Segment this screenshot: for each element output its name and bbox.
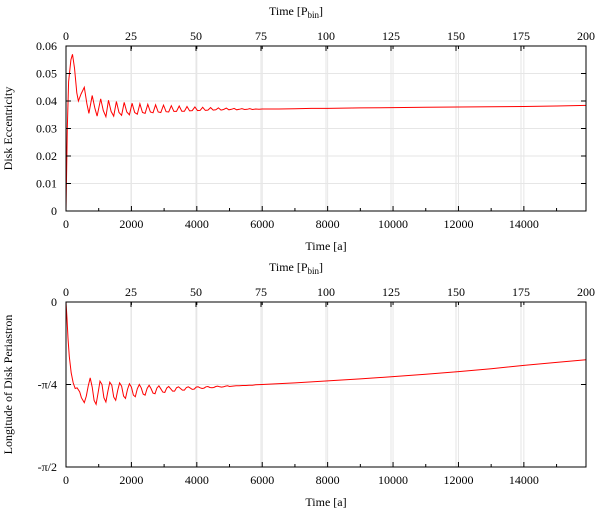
eccentricity-x2tick-label-0: 0 [63, 29, 69, 43]
periastron-x2tick-label-50: 50 [190, 285, 202, 299]
eccentricity-grid [66, 46, 586, 211]
periastron-x2tick-label-200: 200 [577, 285, 595, 299]
periastron-xtick-label-10000: 10000 [378, 473, 408, 487]
eccentricity-xtick-label-10000: 10000 [378, 217, 408, 231]
eccentricity-x2tick-label-200: 200 [577, 29, 595, 43]
periastron-ytick-label-2: -π/2 [38, 460, 57, 474]
eccentricity-y-axis-label: Disk Eccentricity [1, 87, 15, 171]
periastron-x2tick-label-25: 25 [125, 285, 137, 299]
eccentricity-ytick-label-1: 0.01 [36, 177, 57, 191]
periastron-xtick-label-6000: 6000 [250, 473, 274, 487]
eccentricity-xtick-label-4000: 4000 [185, 217, 209, 231]
eccentricity-x-axis-label: Time [a] [305, 239, 346, 253]
eccentricity-xtick-label-8000: 8000 [316, 217, 340, 231]
periastron-xtick-label-12000: 12000 [443, 473, 473, 487]
eccentricity-xtick-label-0: 0 [63, 217, 69, 231]
periastron-xtick-label-2000: 2000 [119, 473, 143, 487]
eccentricity-series-line [65, 54, 587, 212]
eccentricity-top-axis-label: Time [Pbin] [269, 4, 323, 20]
periastron-x2tick-label-175: 175 [512, 285, 530, 299]
periastron-x2tick-label-0: 0 [63, 285, 69, 299]
periastron-xtick-label-14000: 14000 [509, 473, 539, 487]
eccentricity-ytick-label-5: 0.05 [36, 67, 57, 81]
eccentricity-x2tick-label-150: 150 [447, 29, 465, 43]
periastron-xtick-label-4000: 4000 [185, 473, 209, 487]
periastron-top-axis-label: Time [Pbin] [269, 260, 323, 276]
eccentricity-ytick-label-2: 0.02 [36, 149, 57, 163]
eccentricity-ytick-label-3: 0.03 [36, 122, 57, 136]
periastron-y-axis-label: Longitude of Disk Periastron [1, 315, 15, 455]
eccentricity-x2tick-label-75: 75 [255, 29, 267, 43]
eccentricity-x2tick-label-125: 125 [382, 29, 400, 43]
periastron-xtick-label-0: 0 [63, 473, 69, 487]
periastron-xtick-label-8000: 8000 [316, 473, 340, 487]
eccentricity-x2tick-label-100: 100 [317, 29, 335, 43]
eccentricity-ytick-label-6: 0.06 [36, 39, 57, 53]
eccentricity-ytick-label-4: 0.04 [36, 94, 57, 108]
eccentricity-x2tick-label-50: 50 [190, 29, 202, 43]
eccentricity-xtick-label-14000: 14000 [509, 217, 539, 231]
periastron-grid [66, 302, 586, 467]
periastron-x2tick-label-150: 150 [447, 285, 465, 299]
periastron-x-axis-label: Time [a] [305, 495, 346, 509]
eccentricity-xtick-label-12000: 12000 [443, 217, 473, 231]
periastron-x2tick-label-100: 100 [317, 285, 335, 299]
eccentricity-xtick-label-2000: 2000 [119, 217, 143, 231]
eccentricity-ytick-label-0: 0 [51, 204, 57, 218]
periastron-ytick-label-0: 0 [51, 295, 57, 309]
periastron-x2tick-label-75: 75 [255, 285, 267, 299]
periastron-series-line [65, 301, 587, 406]
eccentricity-xtick-label-6000: 6000 [250, 217, 274, 231]
periastron-ytick-label-1: -π/4 [38, 378, 57, 392]
eccentricity-x2tick-label-175: 175 [512, 29, 530, 43]
periastron-x2tick-label-125: 125 [382, 285, 400, 299]
eccentricity-x2tick-label-25: 25 [125, 29, 137, 43]
